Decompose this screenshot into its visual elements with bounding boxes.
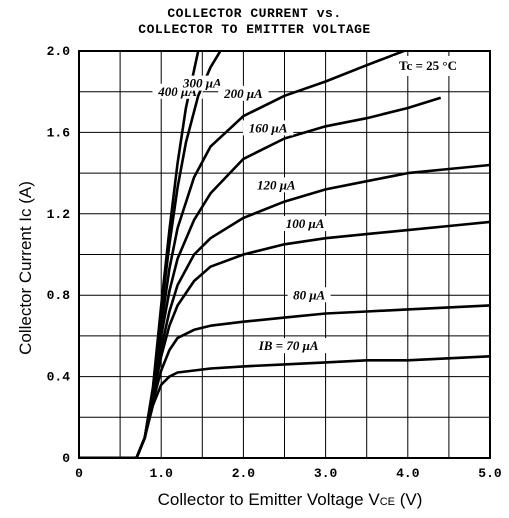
series-label-bg (279, 216, 331, 232)
series-label: IB = 70 μA (258, 338, 319, 353)
y-axis-label: Collector Current Ic (A) (16, 181, 35, 355)
annotation-text: Tc = 25 °C (399, 58, 457, 73)
x-tick-label: 5.0 (478, 466, 502, 481)
y-tick-label: 0 (62, 451, 70, 466)
series-label: 300 μA (182, 76, 222, 91)
series-label-bg (218, 85, 269, 101)
series-line (79, 96, 442, 458)
x-tick-label: 4.0 (396, 466, 420, 481)
annotation-bg (393, 56, 463, 76)
series-label: 160 μA (249, 120, 288, 135)
series-label-bg (177, 75, 228, 91)
series-label: 80 μA (293, 287, 325, 302)
x-tick-label: 2.0 (232, 466, 256, 481)
series-label-bg (242, 120, 294, 136)
x-axis-label: Collector to Emitter Voltage VCE (V) (158, 490, 423, 510)
chart-title-line-1: COLLECTOR CURRENT vs. (167, 6, 342, 21)
x-axis-label-unit: (V) (394, 490, 423, 509)
x-tick-label: 3.0 (314, 466, 338, 481)
y-tick-label: 1.2 (47, 207, 71, 222)
series-label-bg (248, 338, 329, 354)
x-tick-label: 1.0 (149, 466, 173, 481)
series-label: 120 μA (257, 177, 296, 192)
series-label: 200 μA (223, 86, 263, 101)
y-tick-label: 0.4 (47, 370, 71, 385)
y-tick-label: 1.6 (47, 125, 71, 140)
y-tick-label: 2.0 (47, 44, 71, 59)
plot-frame (78, 50, 491, 459)
series-line (79, 355, 490, 458)
y-tick-label: 0.8 (47, 288, 71, 303)
chart-title-line-2: COLLECTOR TO EMITTER VOLTAGE (138, 22, 371, 37)
series-label-bg (287, 287, 331, 303)
x-tick-label: 0 (75, 466, 83, 481)
x-axis-label-main: Collector to Emitter Voltage V (157, 490, 380, 509)
series-label-bg (251, 177, 302, 193)
x-axis-label-sub: CE (379, 496, 395, 508)
series-label: 100 μA (286, 216, 325, 231)
